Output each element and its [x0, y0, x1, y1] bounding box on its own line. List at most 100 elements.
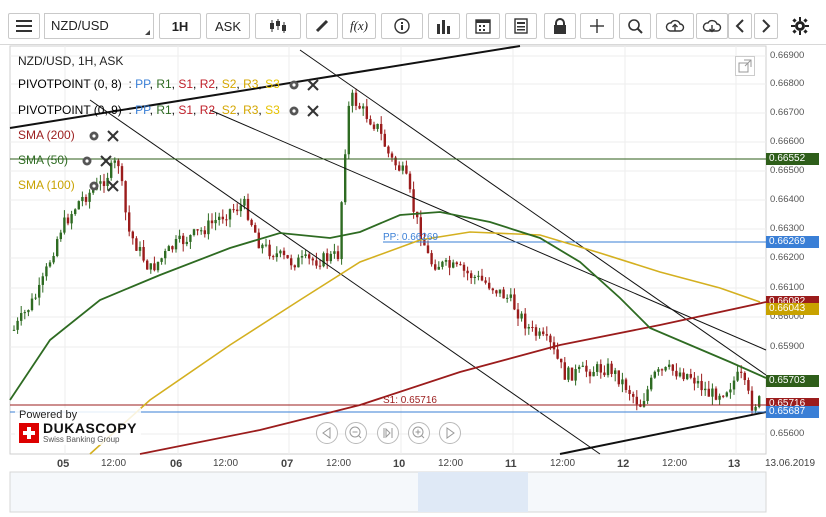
reset-view-button[interactable] — [377, 422, 399, 444]
candle-body — [412, 189, 415, 212]
document-icon — [514, 18, 528, 34]
candle-body — [358, 105, 361, 109]
scroll-right-button[interactable] — [439, 422, 461, 444]
channel-line-3 — [299, 49, 767, 376]
scroll-left-button[interactable] — [316, 422, 338, 444]
hamburger-icon — [16, 20, 32, 32]
candle-body — [286, 255, 289, 259]
candle-body — [513, 294, 516, 310]
candle-body — [124, 181, 127, 213]
indicators-button[interactable]: f(x) — [342, 13, 376, 39]
sma100-close-icon[interactable] — [107, 180, 119, 192]
sma100-settings-icon[interactable] — [89, 181, 99, 191]
candle-body — [653, 371, 656, 378]
sma200-legend[interactable]: SMA (200) — [18, 128, 75, 142]
candle-body — [390, 153, 394, 158]
candle-body — [45, 266, 48, 277]
calendar-button[interactable] — [466, 13, 500, 39]
candle-body — [297, 257, 300, 268]
candlestick-icon — [270, 19, 286, 33]
sma50-settings-icon[interactable] — [82, 156, 92, 166]
pivot1-close-icon[interactable] — [307, 79, 319, 91]
menu-button[interactable] — [8, 13, 40, 39]
price-tag: 0.66269 — [766, 236, 819, 248]
pivot2-settings-icon[interactable] — [289, 106, 299, 116]
crosshair-icon — [590, 19, 604, 33]
symbol-input[interactable]: NZD/USD — [44, 13, 154, 39]
zoom-in-button[interactable] — [408, 422, 430, 444]
timeframe-label: 1H — [171, 18, 189, 34]
trend-line-lower — [559, 411, 767, 455]
candle-body — [160, 258, 163, 262]
candle-body — [333, 251, 336, 254]
candle-body — [326, 253, 329, 262]
zoom-button[interactable] — [619, 13, 651, 39]
next-button[interactable] — [754, 13, 778, 39]
candle-body — [156, 261, 160, 271]
sma200-settings-icon[interactable] — [89, 131, 99, 141]
candle-body — [66, 217, 70, 224]
side-button[interactable]: ASK — [206, 13, 250, 39]
symbol-value: NZD/USD — [51, 18, 109, 33]
candle-body — [203, 230, 206, 235]
lock-icon — [554, 18, 566, 34]
side-label: ASK — [214, 18, 241, 34]
reset-icon — [383, 427, 393, 439]
pivot1-settings-icon[interactable] — [289, 80, 299, 90]
upload-button[interactable] — [656, 13, 694, 39]
candle-body — [704, 388, 707, 391]
candle-body — [696, 380, 700, 384]
candle-body — [502, 289, 505, 299]
pivot2-legend[interactable]: PIVOTPOINT (0, 9) : PP, R1, S1, R2, S2, … — [18, 103, 280, 117]
candle-body — [243, 198, 246, 206]
sma200-close-icon[interactable] — [107, 130, 119, 142]
crosshair-button[interactable] — [580, 13, 614, 39]
candle-body — [153, 263, 156, 271]
prev-button[interactable] — [728, 13, 752, 39]
candle-body — [408, 173, 412, 190]
candle-body — [81, 196, 84, 202]
lock-button[interactable] — [544, 13, 576, 39]
popout-button[interactable] — [735, 56, 755, 76]
candle-body — [27, 310, 30, 313]
indicator-lines — [9, 45, 767, 455]
candle-body — [419, 217, 422, 241]
chart-title: NZD/USD, 1H, ASK — [18, 54, 124, 68]
draw-button[interactable] — [306, 13, 338, 39]
candle-body — [210, 220, 214, 224]
candle-body — [545, 334, 548, 336]
candle-body — [506, 297, 509, 299]
candles — [12, 88, 761, 415]
candle-body — [131, 231, 134, 239]
candle-body — [574, 369, 577, 381]
candle-body — [239, 205, 242, 212]
info-button[interactable] — [381, 13, 423, 39]
x-tick-label: 12:00 — [213, 458, 239, 469]
sma100-legend[interactable]: SMA (100) — [18, 178, 75, 192]
candle-body — [599, 364, 602, 373]
sma50-close-icon[interactable] — [100, 155, 112, 167]
zoom-out-button[interactable] — [345, 422, 367, 444]
pivot2-close-icon[interactable] — [307, 105, 319, 117]
sma50-legend[interactable]: SMA (50) — [18, 153, 69, 167]
price-tag: 0.66043 — [766, 303, 819, 315]
chart-type-button[interactable] — [255, 13, 301, 39]
pivot1-pp: PP — [135, 77, 150, 91]
candle-body — [20, 313, 23, 321]
candle-body — [549, 335, 552, 343]
volume-button[interactable] — [428, 13, 460, 39]
timeframe-button[interactable]: 1H — [159, 13, 201, 39]
s1-level-label: S1: 0.65716 — [383, 395, 437, 406]
news-button[interactable] — [505, 13, 537, 39]
brand-name: DUKASCOPY — [43, 420, 137, 436]
candle-body — [509, 294, 512, 298]
chevron-left-icon — [735, 19, 744, 33]
candle-body — [52, 255, 55, 263]
pivot1-legend[interactable]: PIVOTPOINT (0, 8) : PP, R1, S1, R2, S2, … — [18, 77, 280, 91]
settings-button[interactable] — [786, 13, 814, 39]
candle-body — [657, 369, 660, 372]
download-button[interactable] — [696, 13, 728, 39]
price-tag: 0.65687 — [766, 406, 819, 418]
candle-body — [560, 358, 563, 363]
